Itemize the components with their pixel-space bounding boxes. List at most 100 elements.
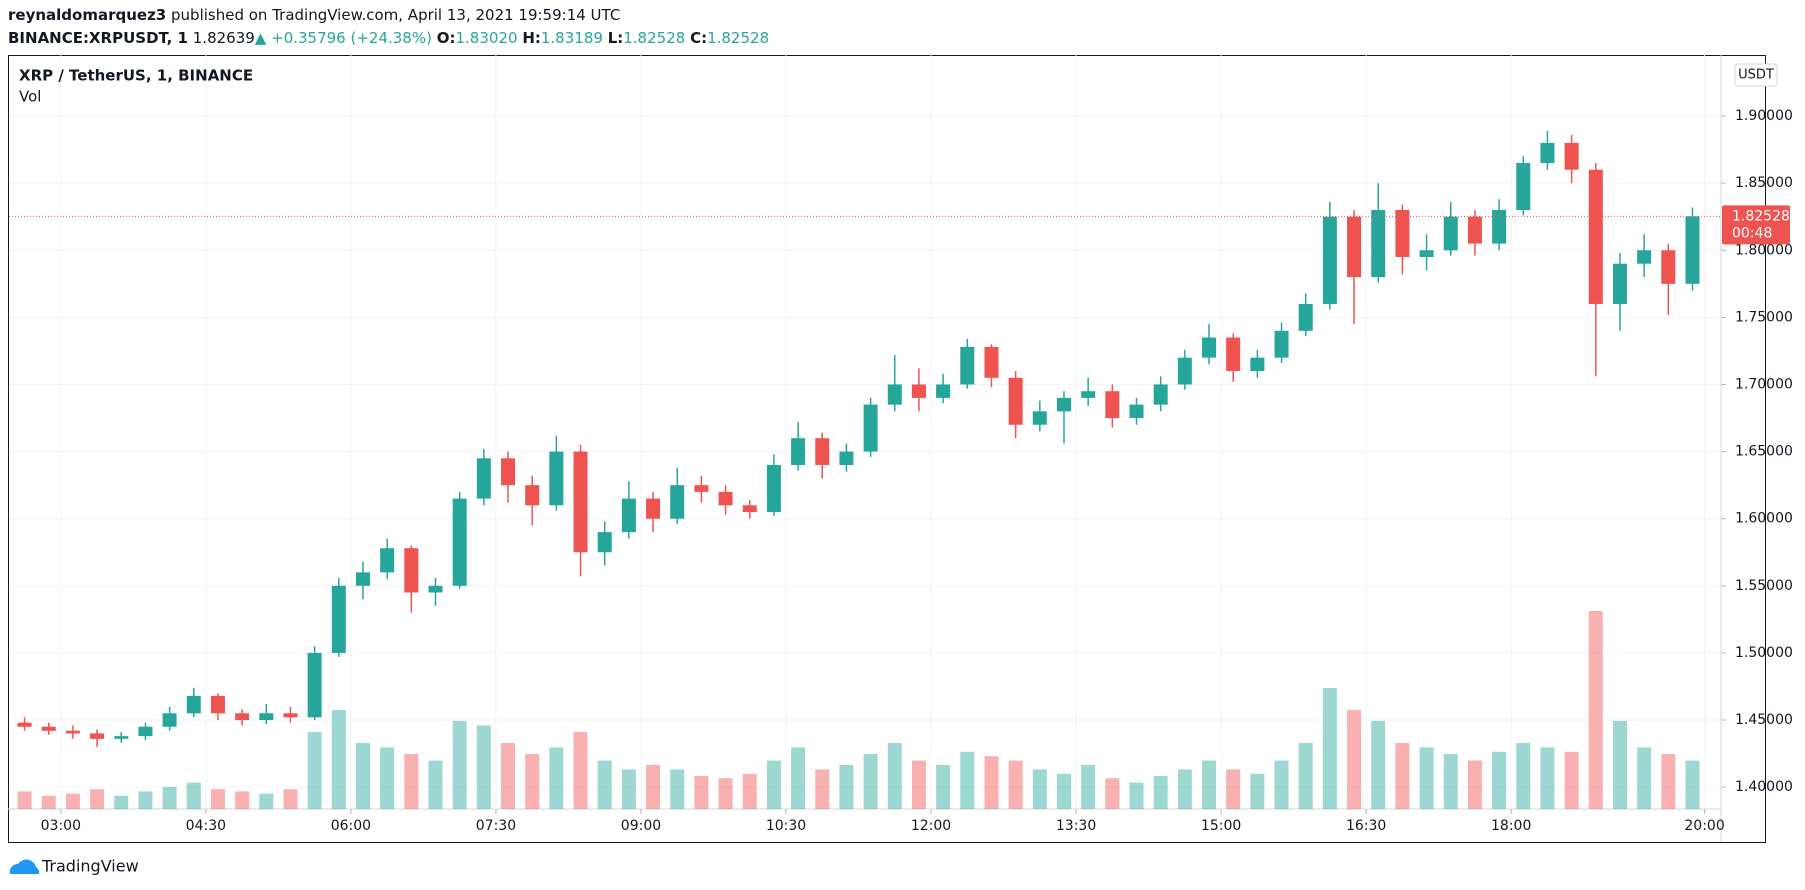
candle-body — [984, 346, 999, 378]
candle-body — [694, 485, 709, 492]
volume-bar — [766, 760, 781, 809]
volume-bar — [355, 743, 370, 809]
symbol: BINANCE:XRPUSDT, 1 — [8, 29, 188, 47]
change: +0.35796 (+24.38%) — [271, 29, 432, 47]
footer-logo: TradingView — [9, 857, 139, 876]
volume-bar — [17, 791, 32, 809]
candle-body — [718, 491, 733, 506]
candle-body — [791, 438, 806, 466]
x-tick-label: 12:00 — [911, 818, 951, 834]
volume-bar — [65, 793, 80, 809]
volume-bar — [1298, 743, 1313, 809]
last-price-tag — [1722, 205, 1790, 245]
volume-bar — [984, 756, 999, 809]
author: reynaldomarquez3 — [8, 6, 167, 24]
candle-body — [1371, 210, 1386, 278]
ohlc-value: 1.83189 — [540, 29, 603, 47]
candle-body — [1685, 216, 1700, 284]
volume-bar — [1008, 760, 1023, 809]
candle-body — [1322, 216, 1337, 304]
candle-body — [815, 438, 830, 466]
x-tick-label: 03:00 — [41, 818, 81, 834]
volume-bar — [573, 732, 588, 809]
volume-bar — [331, 710, 346, 809]
ohlc-value: 1.82528 — [707, 29, 770, 47]
volume-bar — [114, 795, 129, 809]
volume-bar — [549, 747, 564, 809]
volume-bar — [259, 793, 274, 809]
y-tick-label: 1.50000 — [1735, 645, 1793, 661]
candle-body — [573, 451, 588, 553]
volume-bar — [476, 725, 491, 809]
y-tick-label: 1.65000 — [1735, 444, 1793, 460]
candle-body — [162, 713, 177, 727]
candle-body — [1250, 357, 1265, 372]
currency[interactable]: USDT — [1738, 68, 1774, 83]
volume-bar — [452, 721, 467, 809]
candle-body — [887, 384, 902, 405]
volume-bar — [815, 769, 830, 809]
volume-bar — [887, 743, 902, 809]
volume-bar — [960, 751, 975, 809]
volume-bar — [525, 754, 540, 809]
candle-body — [1274, 330, 1289, 358]
candle-body — [863, 404, 878, 452]
x-tick-label: 13:30 — [1056, 818, 1096, 834]
volume-bar — [670, 769, 685, 809]
countdown: 00:48 — [1732, 225, 1772, 241]
candle-body — [331, 585, 346, 653]
candle-body — [936, 384, 951, 398]
volume-bar — [1661, 754, 1676, 809]
volume-bar — [1056, 773, 1071, 809]
volume-bar — [1419, 747, 1434, 809]
volume-bar — [646, 765, 661, 809]
ohlc-label: C: — [690, 29, 708, 47]
volume-bar — [694, 776, 709, 809]
volume-bar — [911, 760, 926, 809]
x-tick-label: 10:30 — [766, 818, 806, 834]
chart-title: XRP / TetherUS, 1, BINANCE — [19, 67, 253, 85]
candle-body — [1395, 210, 1410, 257]
y-tick-label: 1.55000 — [1735, 578, 1793, 594]
candle-body — [307, 652, 322, 718]
x-tick-label: 15:00 — [1201, 818, 1241, 834]
candle-body — [525, 485, 540, 506]
candle-body — [186, 695, 201, 714]
candle-body — [1564, 142, 1579, 170]
volume-bar — [186, 782, 201, 809]
x-tick-label: 04:30 — [186, 818, 226, 834]
candle-body — [1129, 404, 1144, 419]
candle-body — [1177, 357, 1192, 385]
candle-body — [646, 498, 661, 519]
grid — [9, 55, 1721, 809]
candle-body — [1540, 142, 1555, 164]
volume-bar — [501, 743, 516, 809]
volume-bar — [1540, 747, 1555, 809]
currency-button[interactable] — [1734, 63, 1778, 87]
volume-bar — [1588, 611, 1603, 809]
y-tick-label: 1.40000 — [1735, 779, 1793, 795]
volume-bar — [283, 789, 298, 809]
arrow: ▲ — [254, 29, 267, 47]
volume-bar — [718, 778, 733, 809]
symbol-line: BINANCE:XRPUSDT, 1 1.82639▲ +0.35796 (+2… — [8, 29, 769, 47]
volume-bar — [791, 747, 806, 809]
volume-bar — [90, 789, 105, 809]
last: 1.82639 — [192, 29, 255, 47]
candle-body — [1202, 337, 1217, 358]
candle-body — [65, 730, 80, 734]
candle-body — [476, 458, 491, 499]
candle-body — [670, 485, 685, 519]
candle-body — [549, 451, 564, 506]
volume-bar — [1347, 710, 1362, 809]
volume-bar — [1516, 743, 1531, 809]
publish-line: reynaldomarquez3 published on TradingVie… — [8, 6, 620, 24]
volume-bar — [1612, 721, 1627, 809]
candle-body — [138, 726, 153, 737]
chart-frame — [8, 55, 1766, 843]
candle-body — [404, 548, 419, 593]
candle-body — [911, 384, 926, 398]
volume-pane — [17, 611, 1700, 809]
volume-bar — [162, 787, 177, 809]
